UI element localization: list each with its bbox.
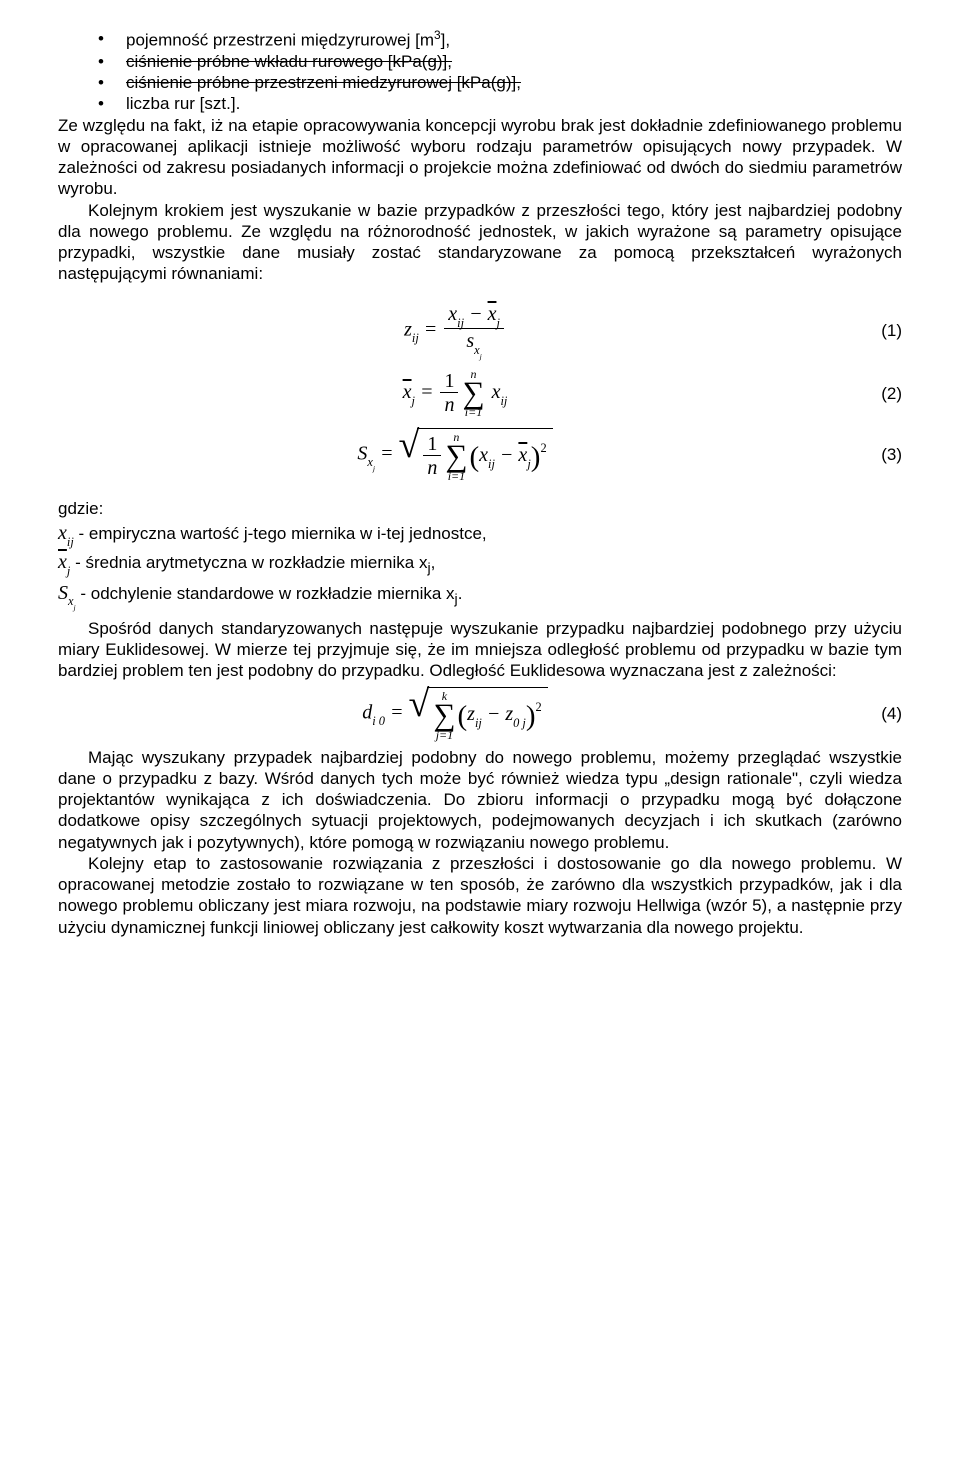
bullet-tail: ],	[441, 31, 450, 50]
bullet-item: ciśnienie próbne wkładu rurowego [kPa(g)…	[98, 51, 902, 72]
paragraph: Kolejnym krokiem jest wyszukanie w bazie…	[58, 200, 902, 285]
definition-text: - średnia arytmetyczna w rozkładzie mier…	[70, 553, 427, 572]
equation-row: zij = xij − xjsxj (1)	[58, 303, 902, 358]
equation: zij = xij − xjsxj	[58, 303, 852, 358]
equation: di 0 = √k∑j=1(zij − z0 j)2	[58, 687, 852, 740]
definition-tail: ,	[431, 553, 436, 572]
definition-text: - odchylenie standardowe w rozkładzie mi…	[76, 584, 455, 603]
definition-tail: .	[458, 584, 463, 603]
equation-number: (3)	[852, 444, 902, 465]
paragraph: Ze względu na fakt, iż na etapie opracow…	[58, 115, 902, 200]
bullet-item: pojemność przestrzeni międzyrurowej [m3]…	[98, 28, 902, 51]
equation: xj = 1nn∑i=1 xij	[58, 368, 852, 418]
bullet-text: liczba rur [szt.].	[126, 94, 240, 113]
definition-row: Sxj - odchylenie standardowe w rozkładzi…	[58, 581, 902, 610]
equation-block: zij = xij − xjsxj (1) xj = 1nn∑i=1 xij (…	[58, 303, 902, 482]
equation-row: xj = 1nn∑i=1 xij (2)	[58, 368, 902, 418]
symbol: xj	[58, 551, 70, 573]
paragraph: Mając wyszukany przypadek najbardziej po…	[58, 747, 902, 853]
equation-number: (1)	[852, 320, 902, 341]
bullet-item: ciśnienie próbne przestrzeni miedzyrurow…	[98, 72, 902, 93]
symbol: Sxj	[58, 582, 76, 604]
paragraph: Kolejny etap to zastosowanie rozwiązania…	[58, 853, 902, 938]
equation-row: di 0 = √k∑j=1(zij − z0 j)2 (4)	[58, 687, 902, 740]
equation-number: (2)	[852, 383, 902, 404]
bullet-text: pojemność przestrzeni międzyrurowej [m	[126, 31, 434, 50]
bullet-list: pojemność przestrzeni międzyrurowej [m3]…	[98, 28, 902, 115]
equation: Sxj = √1nn∑i=1(xij − xj)2	[58, 428, 852, 481]
bullet-item: liczba rur [szt.].	[98, 93, 902, 114]
definition-row: xj - średnia arytmetyczna w rozkładzie m…	[58, 550, 902, 578]
definition-text: - empiryczna wartość j-tego miernika w i…	[74, 524, 487, 543]
where-label: gdzie:	[58, 498, 902, 519]
equation-row: Sxj = √1nn∑i=1(xij − xj)2 (3)	[58, 428, 902, 481]
bullet-text-struck: ciśnienie próbne wkładu rurowego [kPa(g)…	[126, 52, 452, 71]
equation-number: (4)	[852, 703, 902, 724]
symbol: xij	[58, 522, 74, 544]
paragraph: Spośród danych standaryzowanych następuj…	[58, 618, 902, 682]
bullet-text-struck: ciśnienie próbne przestrzeni miedzyrurow…	[126, 73, 521, 92]
definition-row: xij - empiryczna wartość j-tego miernika…	[58, 521, 902, 549]
superscript: 3	[434, 28, 441, 42]
definitions: xij - empiryczna wartość j-tego miernika…	[58, 521, 902, 610]
